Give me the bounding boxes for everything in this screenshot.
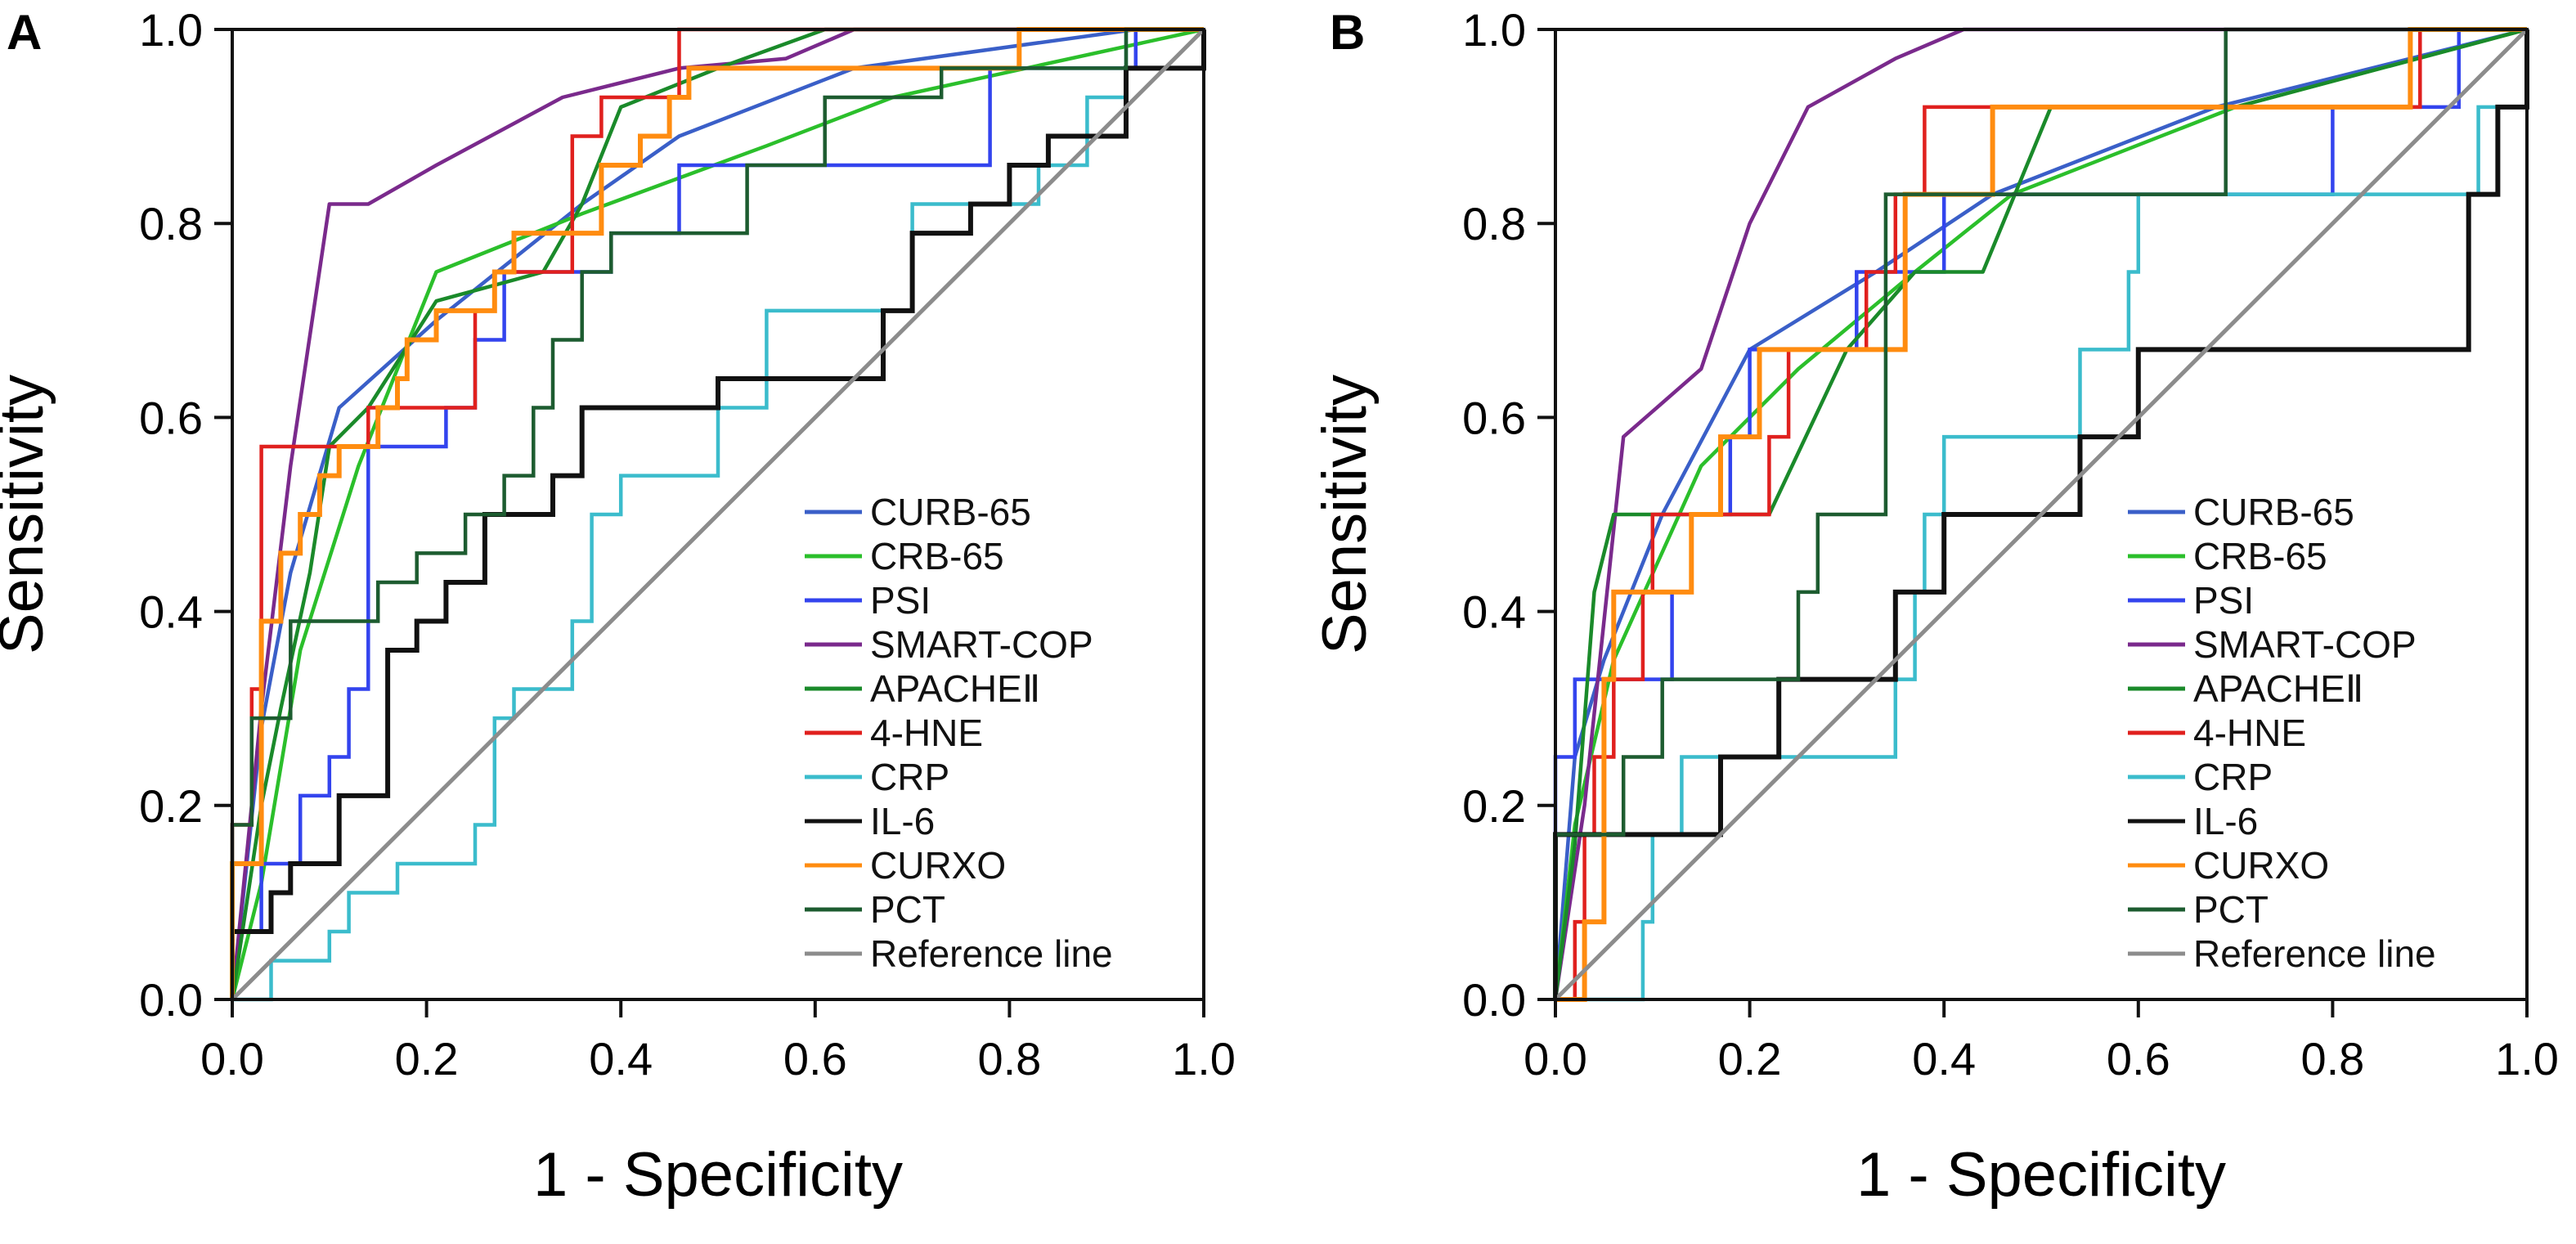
panel-b-series-curxo <box>1555 27 2527 1002</box>
panel-b-y-tick-label: 0.6 <box>1462 392 1526 443</box>
panel-b-series-smart-cop <box>1553 27 2527 1000</box>
panel-a-legend-label-il-6: IL-6 <box>870 800 935 842</box>
panel-b-y-tick-label: 0.4 <box>1462 586 1526 638</box>
panel-b-series-il-6 <box>1553 29 2529 999</box>
panel-a-legend-label-smart-cop: SMART-COP <box>870 623 1093 666</box>
panel-a-legend-label-pct: PCT <box>870 888 945 931</box>
panel-a-legend-label-curxo: CURXO <box>870 844 1006 887</box>
panel-a-y-tick-label: 0.0 <box>139 974 203 1026</box>
panel-b-legend-label-crp: CRP <box>2193 756 2273 798</box>
panel-b-series-reference-line <box>1554 28 2529 1001</box>
panel-a-x-tick-label: 1.0 <box>1172 1033 1236 1085</box>
panel-a-series-crp <box>232 27 1204 1002</box>
panel-a-series-il-6 <box>230 29 1206 999</box>
panel-a-series-curb-65 <box>230 27 1204 1000</box>
panel-a-legend-label-crb-65: CRB-65 <box>870 535 1004 577</box>
panel-a-series-reference-line <box>231 28 1205 1001</box>
panel-a-legend-label-crp: CRP <box>870 756 949 798</box>
panel-b-x-tick-label: 0.8 <box>2300 1033 2364 1085</box>
panel-a-legend-label-psi: PSI <box>870 579 931 622</box>
panel-b-y-tick-label: 0.2 <box>1462 780 1526 832</box>
panel-a-series-crb-65 <box>230 27 1205 1000</box>
panel-b-x-tick-label: 0.2 <box>1718 1033 1782 1085</box>
panel-b-x-tick-label: 0.0 <box>1524 1033 1587 1085</box>
panel-a-x-tick-label: 0.0 <box>200 1033 264 1085</box>
panel-b-x-tick-label: 1.0 <box>2495 1033 2559 1085</box>
panel-b-series-group <box>1553 27 2529 1002</box>
panel-a-legend-label-apacheii: APACHEⅡ <box>870 667 1040 710</box>
panel-b-legend-label-pct: PCT <box>2193 888 2269 931</box>
panel-a-y-tick-label: 0.2 <box>139 780 203 832</box>
panel-b-legend-label-apacheii: APACHEⅡ <box>2193 667 2363 710</box>
panel-a-x-tick-label: 0.6 <box>783 1033 847 1085</box>
panel-b-legend-label-crb-65: CRB-65 <box>2193 535 2327 577</box>
panel-b-x-tick-label: 0.6 <box>2107 1033 2170 1085</box>
panel-b-y-tick-label: 1.0 <box>1462 4 1526 56</box>
panel-b-x-axis-title: 1 - Specificity <box>1856 1140 2226 1210</box>
panel-b-plot-frame <box>1554 28 2529 1001</box>
panel-a-x-axis-title: 1 - Specificity <box>533 1140 903 1210</box>
panel-b-y-axis-title: Sensitivity <box>1310 375 1380 654</box>
panel-a-series-group <box>230 27 1206 1002</box>
panel-b-series-pct <box>1553 27 2527 999</box>
panel-a-x-tick-label: 0.2 <box>395 1033 459 1085</box>
panel-a-plot-frame <box>231 28 1205 1001</box>
panel-b-legend-label-smart-cop: SMART-COP <box>2193 623 2417 666</box>
panel-a-legend: CURB-65CRB-65PSISMART-COPAPACHEⅡ4-HNECRP… <box>805 491 1113 975</box>
panel-a-letter: A <box>7 5 42 60</box>
panel-b-legend-label-4-hne: 4-HNE <box>2193 712 2306 754</box>
panel-a-x-tick-label: 0.4 <box>589 1033 653 1085</box>
panel-a-y-tick-label: 1.0 <box>139 4 203 56</box>
roc-panel-b: B 0.0 0.2 0.4 0.6 0.8 1.0 0.0 0.2 0.4 0.6 0.8 1.0 1 -… <box>1310 4 2559 1210</box>
panel-a-series-curxo <box>230 27 1204 999</box>
panel-a-y-tick-label: 0.8 <box>139 198 203 249</box>
panel-a-x-tick-label: 0.8 <box>977 1033 1041 1085</box>
panel-b-y-tick-label: 0.8 <box>1462 198 1526 249</box>
panel-a-y-tick-label: 0.6 <box>139 392 203 443</box>
panel-b-x-tick-label: 0.4 <box>1912 1033 1976 1085</box>
panel-b-y-tick-label: 0.0 <box>1462 974 1526 1026</box>
panel-a-y-tick-label: 0.4 <box>139 586 203 638</box>
panel-a-legend-label-curb-65: CURB-65 <box>870 491 1031 533</box>
panel-a-legend-label-reference-line: Reference line <box>870 932 1113 975</box>
panel-a-series-smart-cop <box>230 27 1204 1000</box>
roc-panel-a: A 0.0 0.2 0.4 0.6 0.8 1.0 0.0 0.2 0.4 0.6 0.8 1.0 1 -… <box>0 4 1236 1210</box>
panel-b-legend: CURB-65CRB-65PSISMART-COPAPACHEⅡ4-HNECRP… <box>2128 491 2436 975</box>
panel-b-legend-label-reference-line: Reference line <box>2193 932 2436 975</box>
panel-a-y-axis-title: Sensitivity <box>0 375 56 654</box>
panel-b-legend-label-curxo: CURXO <box>2193 844 2329 887</box>
panel-a-series-pct <box>230 27 1204 999</box>
panel-b-letter: B <box>1330 5 1365 60</box>
panel-b-legend-label-il-6: IL-6 <box>2193 800 2258 842</box>
panel-a-legend-label-4-hne: 4-HNE <box>870 712 983 754</box>
panel-b-legend-label-psi: PSI <box>2193 579 2254 622</box>
panel-b-legend-label-curb-65: CURB-65 <box>2193 491 2354 533</box>
